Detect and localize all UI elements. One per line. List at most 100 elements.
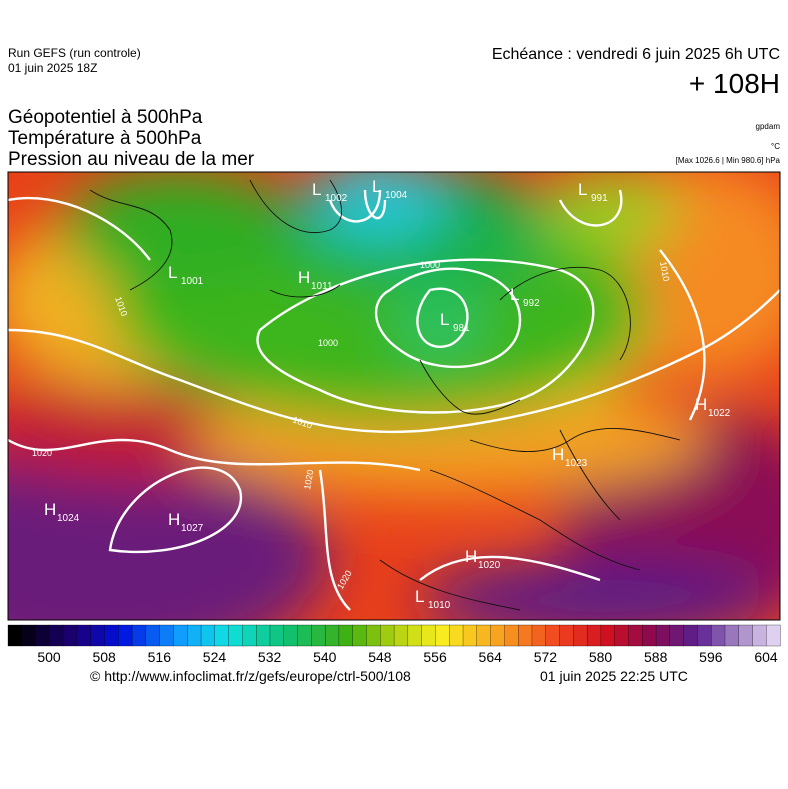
center-kind: L (415, 587, 424, 606)
center-kind: H (695, 395, 707, 414)
colorbar-swatch (7, 624, 23, 647)
colorbar-swatch (586, 624, 602, 647)
colorbar-swatch (683, 624, 698, 647)
valid-time: Echéance : vendredi 6 juin 2025 6h UTC (491, 46, 780, 63)
colorbar-swatch (63, 624, 78, 647)
colorbar-swatch (628, 624, 643, 647)
colorbar-swatch (49, 624, 64, 647)
pressure-center: L 1004 (372, 177, 408, 201)
colorbar-swatch (90, 624, 105, 647)
colorbar-swatch (352, 624, 367, 647)
colorbar-swatch (669, 624, 685, 647)
center-value: 1023 (565, 458, 588, 469)
center-value: 1022 (708, 408, 731, 419)
isobar-label: 1020 (32, 448, 52, 458)
colorbar-tick-label: 588 (644, 649, 668, 665)
center-value: 1010 (428, 600, 451, 611)
colorbar-swatch (145, 624, 161, 647)
colorbar-swatch (407, 624, 423, 647)
colorbar-swatch (269, 624, 285, 647)
colorbar-swatch (338, 624, 354, 647)
center-value: 1020 (478, 560, 501, 571)
run-date: 01 juin 2025 18Z (8, 61, 98, 75)
center-kind: H (298, 268, 310, 287)
colorbar-swatch (256, 624, 271, 647)
isobar-label: 1000 (420, 260, 440, 270)
colorbar-swatch (655, 624, 671, 647)
colorbar-swatch (600, 624, 616, 647)
center-value: 1004 (385, 190, 408, 201)
center-kind: L (440, 310, 449, 329)
colorbar-swatch (531, 624, 547, 647)
center-kind: L (312, 180, 321, 199)
center-value: 1011 (311, 281, 333, 292)
colorbar-swatch (449, 624, 464, 647)
colorbar-swatch (642, 624, 657, 647)
generated-time: 01 juin 2025 22:25 UTC (540, 668, 688, 684)
pressure-center: L 992 (510, 285, 540, 309)
colorbar-tick-label: 556 (423, 649, 447, 665)
colorbar-swatch (283, 624, 299, 647)
pressure-center: L 1010 (415, 587, 451, 611)
unit-pressure: [Max 1026.6 | Min 980.6] hPa (675, 156, 780, 165)
colorbar-swatch (297, 624, 312, 647)
colorbar-swatch (104, 624, 119, 647)
colorbar-swatch (738, 624, 754, 647)
colorbar-swatch (545, 624, 560, 647)
pressure-center: H 1024 (44, 500, 80, 524)
center-kind: L (372, 177, 381, 196)
pressure-center: H 1022 (695, 395, 731, 419)
colorbar-swatch (242, 624, 257, 647)
colorbar-tick-label: 516 (148, 649, 172, 665)
center-kind: L (510, 285, 519, 304)
center-value: 1027 (181, 523, 204, 534)
center-value: 981 (453, 323, 470, 334)
colorbar-swatch (118, 624, 133, 647)
colorbar-swatch (76, 624, 92, 647)
center-kind: H (465, 547, 477, 566)
colorbar-swatch (752, 624, 767, 647)
colorbar-swatch (200, 624, 216, 647)
colorbar-swatch (573, 624, 588, 647)
colorbar-tick-label: 508 (92, 649, 116, 665)
colorbar-swatch (311, 624, 326, 647)
colorbar-swatch (35, 624, 50, 647)
colorbar-swatch (228, 624, 243, 647)
isobar-label: 1000 (318, 338, 338, 348)
title-1: Géopotentiel à 500hPa (8, 107, 203, 128)
center-value: 1002 (325, 193, 348, 204)
colorbar-swatch (559, 624, 574, 647)
colorbar-swatch (435, 624, 450, 647)
colorbar-swatch (159, 624, 174, 647)
colorbar-tick-label: 572 (534, 649, 558, 665)
pressure-center: H 1027 (168, 510, 204, 534)
colorbar-swatch (131, 624, 147, 647)
center-kind: L (578, 180, 587, 199)
colorbar-swatch (324, 624, 340, 647)
colorbar-tick-label: 580 (589, 649, 613, 665)
pressure-center: H 1020 (465, 547, 501, 571)
lead-time: + 108H (688, 68, 780, 99)
colorbar-swatch (697, 624, 712, 647)
unit-temp: °C (771, 142, 780, 151)
colorbar-swatch (504, 624, 519, 647)
colorbar-swatch (518, 624, 533, 647)
coastlines (89, 179, 681, 611)
colorbar-swatch (421, 624, 436, 647)
isobar-label: 1010 (658, 261, 671, 282)
colorbar-swatch (724, 624, 740, 647)
colorbar-swatch (380, 624, 395, 647)
isobars (8, 189, 780, 611)
colorbar-tick-label: 500 (37, 649, 61, 665)
colorbar-swatch (21, 624, 37, 647)
center-value: 992 (523, 298, 540, 309)
colorbar-tick-label: 540 (313, 649, 337, 665)
colorbar-swatch (214, 624, 230, 647)
colorbar-tick-label: 604 (754, 649, 778, 665)
colorbar-tick-label: 524 (203, 649, 227, 665)
center-kind: H (44, 500, 56, 519)
pressure-center: L 991 (578, 180, 608, 204)
colorbar-swatch (173, 624, 188, 647)
center-value: 1001 (181, 276, 204, 287)
